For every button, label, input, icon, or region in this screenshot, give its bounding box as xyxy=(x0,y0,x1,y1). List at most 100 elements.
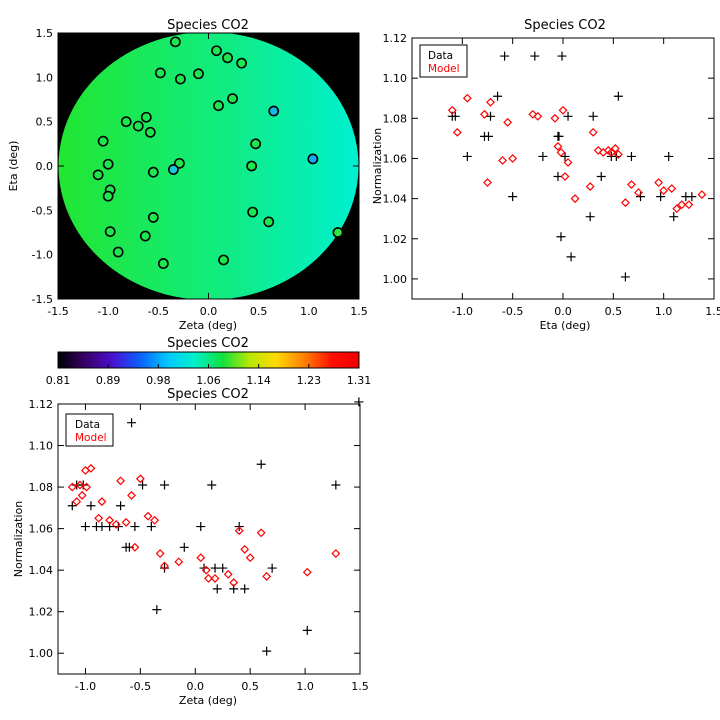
model-point-diamond xyxy=(94,513,104,523)
model-point-diamond xyxy=(677,200,687,210)
eta-marks xyxy=(447,51,707,282)
model-point-diamond xyxy=(503,117,513,127)
model-point-diamond xyxy=(486,97,495,107)
x-tick-label: -1.0 xyxy=(452,305,473,318)
map-point xyxy=(193,68,204,80)
map-point xyxy=(92,169,104,181)
model-point-diamond xyxy=(97,497,107,507)
data-point-plus xyxy=(664,151,674,161)
x-tick-label: -0.5 xyxy=(502,305,523,318)
y-tick-label: 1.08 xyxy=(383,112,408,125)
map-points xyxy=(57,32,360,300)
map-title: Species CO2 xyxy=(167,18,249,33)
map-point xyxy=(120,116,132,128)
y-tick-label: 1.00 xyxy=(383,273,408,286)
map-point xyxy=(157,258,169,269)
model-point-diamond xyxy=(75,480,85,490)
x-tick-label: -1.0 xyxy=(97,305,118,318)
data-point-plus xyxy=(585,212,595,222)
map-x-ticks: -1.5 -1.0 -0.5 0.0 0.5 1.0 1.5 xyxy=(47,33,368,318)
y-tick-label: 1.08 xyxy=(29,481,54,494)
data-point-plus xyxy=(86,501,96,511)
data-point-plus xyxy=(212,584,222,594)
map-point xyxy=(140,111,152,123)
colorbar-ticks: 0.81 0.89 0.98 1.06 1.14 1.23 1.31 xyxy=(46,364,371,387)
model-point-diamond xyxy=(556,147,566,157)
model-point-diamond xyxy=(697,190,707,200)
data-point-plus xyxy=(302,625,312,635)
model-point-diamond xyxy=(533,111,543,121)
data-point-plus xyxy=(484,131,494,141)
model-point-diamond xyxy=(196,553,206,563)
model-point-diamond xyxy=(135,474,145,484)
data-point-plus xyxy=(179,542,189,552)
eta-legend: Data Model xyxy=(419,44,468,78)
y-tick-label: 1.06 xyxy=(29,523,54,536)
map-point xyxy=(132,120,144,132)
zeta-y-ticks: 1.00 1.02 1.04 1.06 1.08 1.10 1.12 xyxy=(29,398,360,660)
map-field-disk xyxy=(58,33,359,299)
data-point-plus xyxy=(146,522,156,532)
model-point-diamond xyxy=(508,154,518,163)
eta-legend-box xyxy=(419,44,468,78)
model-point-diamond xyxy=(447,105,457,115)
zeta-plot-area xyxy=(57,403,361,675)
y-tick-label: 1.02 xyxy=(29,606,54,619)
model-point-diamond xyxy=(634,188,643,198)
model-point-diamond xyxy=(588,127,598,137)
model-point-diamond xyxy=(223,569,233,579)
data-point-plus xyxy=(152,605,162,615)
y-tick-label: 0.5 xyxy=(36,116,54,129)
zeta-legend: Data Model xyxy=(65,413,114,447)
map-point xyxy=(139,230,151,242)
data-point-plus xyxy=(160,480,170,490)
map-point xyxy=(250,138,262,150)
model-point-diamond xyxy=(480,109,489,119)
data-point-plus xyxy=(626,151,636,161)
model-point-diamond xyxy=(82,482,92,492)
x-tick-label: -0.5 xyxy=(130,680,151,693)
data-point-plus xyxy=(210,563,220,573)
map-x-axis-label: Zeta (deg) xyxy=(179,319,237,332)
x-tick-label: 1.0 xyxy=(296,680,314,693)
model-point-diamond xyxy=(613,149,623,159)
colorbar-tick-label: 0.98 xyxy=(146,374,171,387)
x-tick-label: 0.5 xyxy=(605,305,623,318)
data-point-plus xyxy=(130,522,140,532)
x-tick-label: 0.5 xyxy=(241,680,259,693)
data-point-plus xyxy=(500,51,510,61)
model-point-diamond xyxy=(684,200,694,210)
model-point-diamond xyxy=(130,542,140,552)
model-point-diamond xyxy=(498,156,508,165)
y-tick-label: 0.0 xyxy=(36,160,54,173)
data-point-plus xyxy=(218,563,228,573)
map-point xyxy=(102,190,114,202)
data-point-plus xyxy=(450,111,460,121)
data-point-plus xyxy=(267,563,277,573)
data-point-plus xyxy=(656,192,666,202)
model-point-diamond xyxy=(672,204,682,214)
map-point xyxy=(263,216,275,228)
model-point-diamond xyxy=(593,145,603,155)
data-point-plus xyxy=(462,151,472,161)
map-point xyxy=(332,227,344,238)
colorbar-tick-label: 1.14 xyxy=(246,374,271,387)
x-tick-label: 0.0 xyxy=(554,305,572,318)
data-point-plus xyxy=(240,584,250,594)
y-tick-label: 1.04 xyxy=(383,193,408,206)
map-point xyxy=(144,126,156,138)
data-point-plus xyxy=(262,646,272,656)
model-point-diamond xyxy=(105,515,115,525)
data-point-plus xyxy=(687,192,697,202)
y-tick-label: -1.0 xyxy=(32,249,53,262)
data-point-plus xyxy=(256,459,266,469)
y-tick-label: 1.5 xyxy=(36,27,54,40)
zeta-panel: Species CO2 -1.0 -0.5 0.0 0.5 1.0 1.5 1.001.0… xyxy=(12,387,369,707)
eta-x-axis-label: Eta (deg) xyxy=(540,319,591,332)
y-tick-label: 1.10 xyxy=(383,72,408,85)
y-tick-label: -0.5 xyxy=(32,204,53,217)
model-point-diamond xyxy=(204,574,213,583)
y-tick-label: 1.12 xyxy=(29,398,54,411)
model-point-diamond xyxy=(127,490,137,500)
model-point-diamond xyxy=(240,544,250,554)
